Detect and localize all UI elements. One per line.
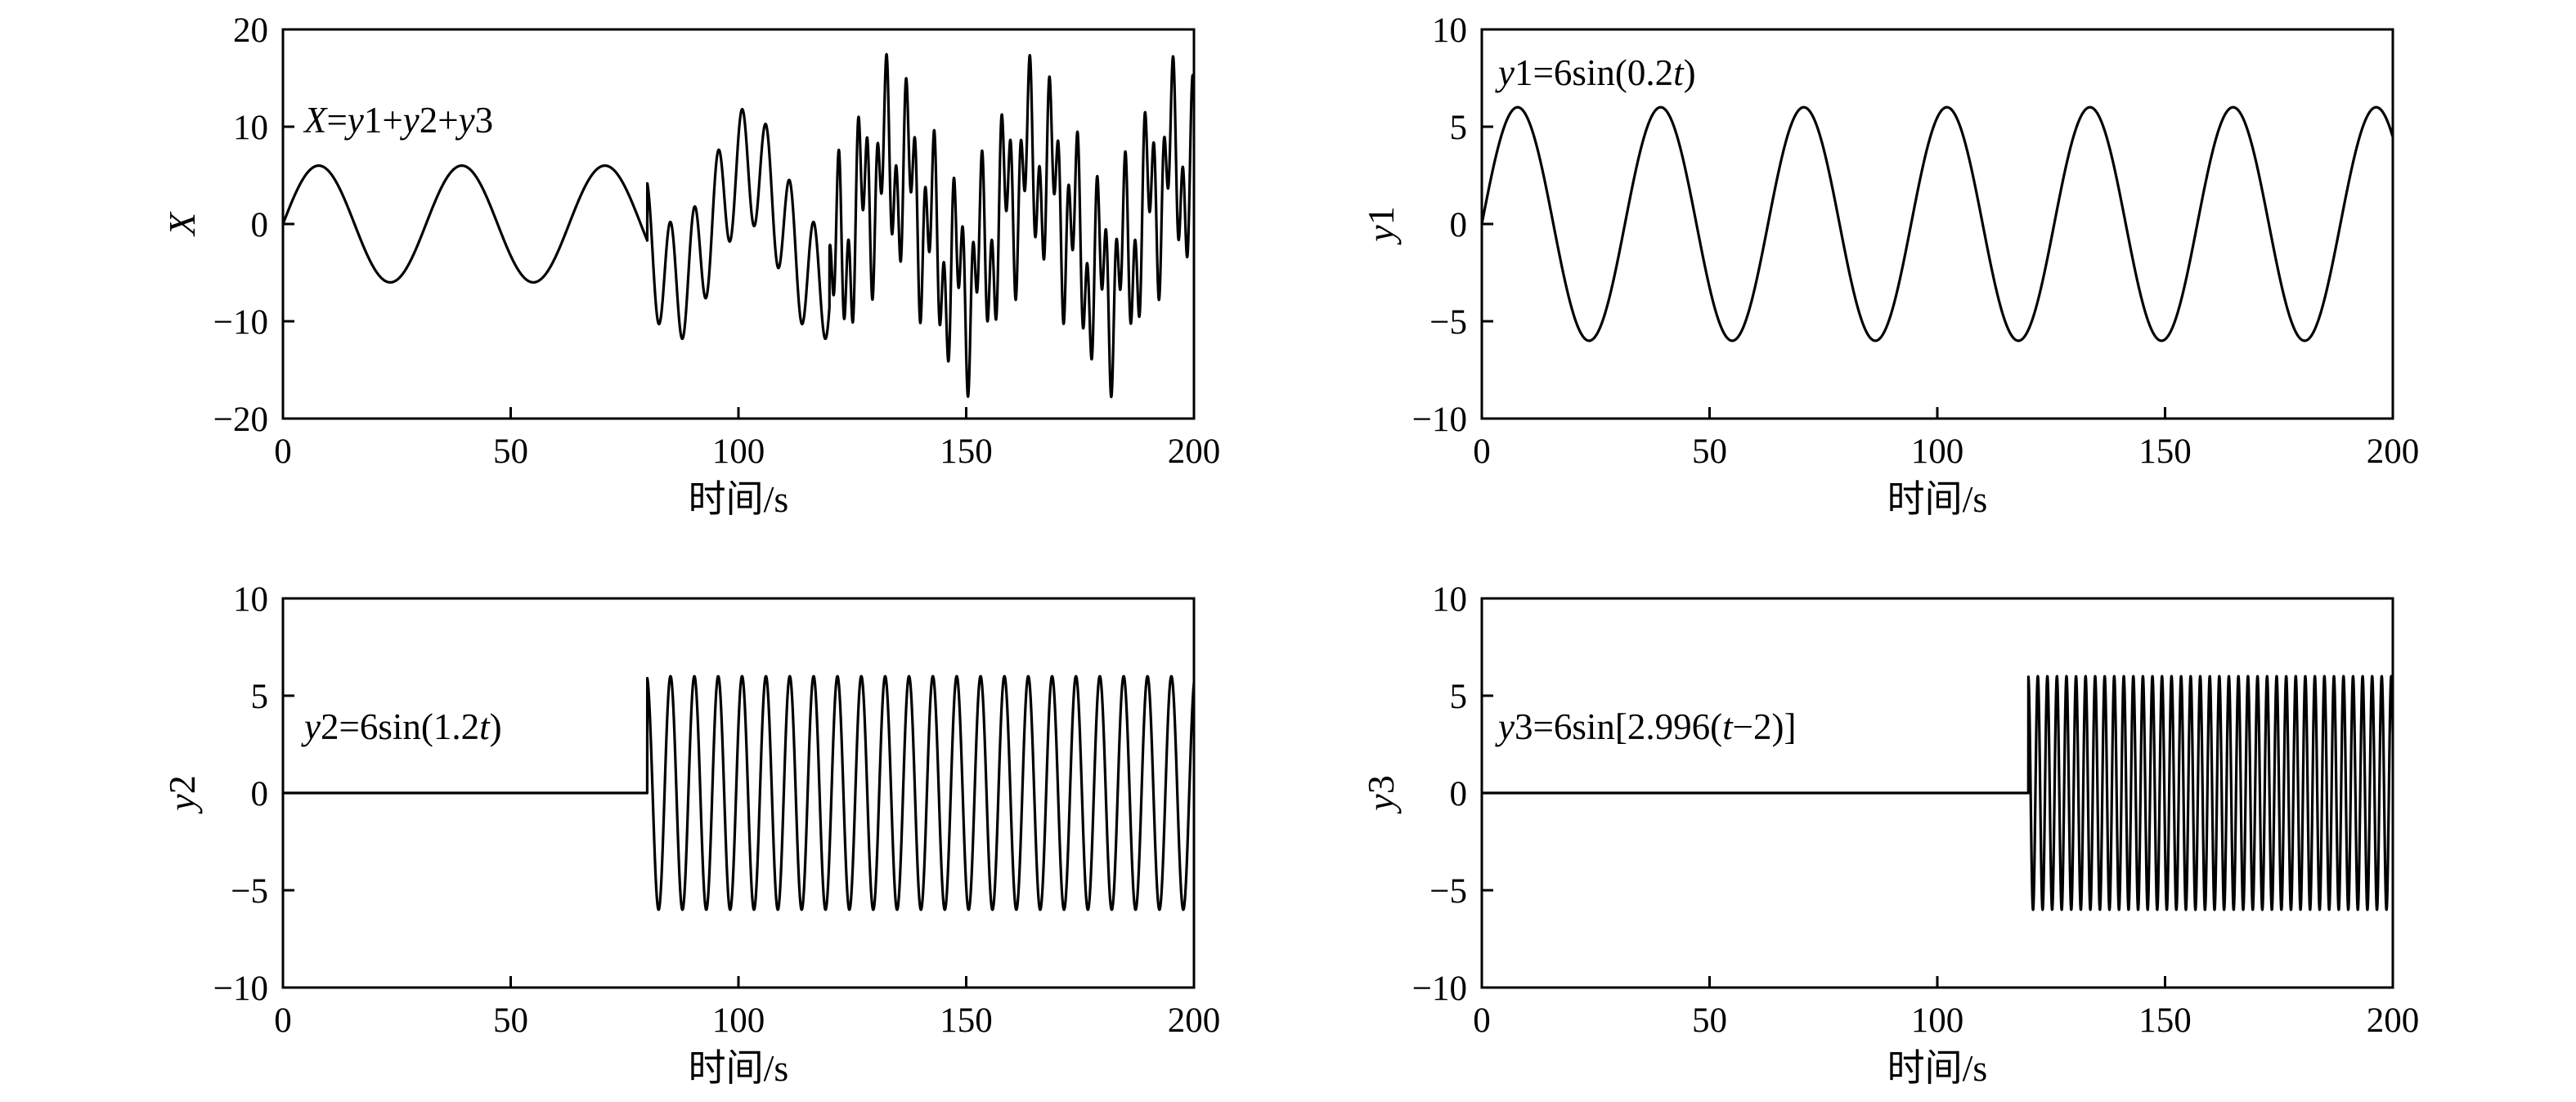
y-axis-label: X [161,211,203,237]
x-tick-label: 0 [274,1001,292,1040]
y-tick-label: 0 [251,775,269,813]
y-tick-label: 5 [1450,678,1468,716]
x-tick-label: 50 [493,1001,528,1040]
x-axis-label: 时间/s [689,1047,789,1089]
y-tick-label: 10 [1432,11,1467,50]
chart-panel-2: 0 50 100 150 200 −10 −5 0 5 10 时间/s y1 y1=6sin(0.2t) [1360,11,2419,520]
y-tick-label: 0 [1450,775,1468,813]
x-tick-label: 100 [1911,1001,1964,1040]
y-tick-label: 20 [233,11,268,50]
formula-annotation: y3=6sin[2.996(t−2)] [1495,706,1796,747]
x-axis-label: 时间/s [1887,1047,1988,1089]
y-tick-label: 5 [1450,109,1468,147]
y-tick-label: 0 [1450,206,1468,244]
x-axis-label: 时间/s [1887,478,1988,520]
y-axis-label: y2 [161,775,203,813]
x-tick-label: 0 [1473,1001,1491,1040]
x-tick-label: 100 [712,432,765,471]
x-tick-label: 150 [940,432,993,471]
x-tick-label: 100 [712,1001,765,1040]
formula-annotation: y1=6sin(0.2t) [1495,52,1696,93]
y-tick-label: 0 [251,206,269,244]
y-tick-label: −5 [231,872,268,911]
y-tick-label: −10 [1412,401,1467,439]
x-tick-label: 200 [2367,432,2420,471]
y-tick-label: 10 [1432,580,1467,619]
y-tick-label: 10 [233,580,268,619]
series-line-3-1 [283,674,1194,912]
chart-panel-4: 0 50 100 150 200 −10 −5 0 5 10 时间/s y3 y3=6sin[2.996… [1360,580,2419,1089]
x-axis-label: 时间/s [689,478,789,520]
y-axis-label: y1 [1360,206,1402,244]
series-line-4-1 [1482,674,2393,912]
y-tick-label: 10 [233,109,268,147]
series-line-2-1 [1482,105,2393,343]
x-tick-label: 150 [2138,432,2192,471]
x-tick-label: 50 [1692,1001,1727,1040]
x-tick-label: 200 [1168,432,1221,471]
y-tick-label: −10 [213,303,268,342]
y-tick-label: 5 [251,678,269,716]
formula-annotation: y2=6sin(1.2t) [301,706,502,747]
y-tick-label: −10 [1412,970,1467,1008]
x-tick-label: 200 [2367,1001,2420,1040]
y-tick-label: −5 [1429,872,1467,911]
x-tick-label: 100 [1911,432,1964,471]
x-tick-label: 150 [940,1001,993,1040]
y-axis-label: y3 [1360,775,1402,813]
x-tick-label: 0 [1473,432,1491,471]
chart-panel-1: 0 50 100 150 200 −20 −10 0 10 20 时间/s X X=y1+y2+y3 [161,11,1220,520]
x-tick-label: 50 [1692,432,1727,471]
x-tick-label: 200 [1168,1001,1221,1040]
x-tick-label: 0 [274,432,292,471]
series-line-1-1 [283,52,1194,399]
y-tick-label: −10 [213,970,268,1008]
y-tick-label: −5 [1429,303,1467,342]
x-tick-label: 50 [493,432,528,471]
x-tick-label: 150 [2138,1001,2192,1040]
formula-annotation: X=y1+y2+y3 [303,100,493,141]
plot-frame [281,28,1196,420]
chart-panel-3: 0 50 100 150 200 −10 −5 0 5 10 时间/s y2 y2=6sin(1.2t) [161,580,1220,1089]
y-tick-label: −20 [213,401,268,439]
